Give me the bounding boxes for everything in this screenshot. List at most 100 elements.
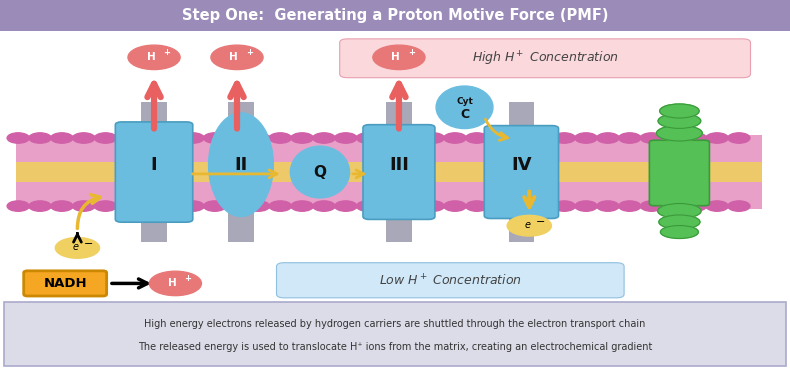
FancyBboxPatch shape [386,102,412,242]
Circle shape [269,201,292,211]
Text: I: I [151,156,157,174]
FancyBboxPatch shape [16,162,762,182]
Text: Cyt: Cyt [456,97,473,105]
Circle shape [641,201,663,211]
Circle shape [95,133,117,143]
FancyBboxPatch shape [24,271,107,296]
Circle shape [596,201,619,211]
Circle shape [335,201,357,211]
Circle shape [401,133,423,143]
Circle shape [553,133,575,143]
FancyBboxPatch shape [4,302,786,366]
Circle shape [532,133,554,143]
Circle shape [662,201,684,211]
Text: +: + [185,274,191,283]
FancyBboxPatch shape [276,263,624,298]
FancyBboxPatch shape [484,126,559,218]
Circle shape [149,271,201,296]
Circle shape [466,133,488,143]
Ellipse shape [660,226,698,239]
Circle shape [291,133,313,143]
FancyBboxPatch shape [649,140,709,206]
Circle shape [532,201,554,211]
Circle shape [575,133,597,143]
Text: H: H [146,52,156,62]
Circle shape [160,201,182,211]
Circle shape [247,201,269,211]
Circle shape [182,133,204,143]
Circle shape [29,201,51,211]
Text: H: H [391,52,401,62]
Circle shape [313,133,335,143]
Circle shape [706,201,728,211]
Ellipse shape [656,125,702,141]
Circle shape [95,201,117,211]
Circle shape [378,133,401,143]
Text: H: H [167,278,177,288]
FancyBboxPatch shape [115,122,193,222]
Circle shape [401,201,423,211]
Circle shape [247,133,269,143]
Circle shape [204,133,226,143]
Ellipse shape [658,114,701,128]
Circle shape [138,133,160,143]
Text: −: − [536,216,545,227]
Text: +: + [408,48,415,57]
Text: High energy electrons released by hydrogen carriers are shuttled through the ele: High energy electrons released by hydrog… [145,319,645,329]
Circle shape [619,201,641,211]
FancyBboxPatch shape [340,39,750,78]
FancyBboxPatch shape [509,102,534,242]
FancyBboxPatch shape [141,102,167,242]
Circle shape [55,238,100,258]
Circle shape [29,133,51,143]
Circle shape [138,201,160,211]
Circle shape [51,201,73,211]
Circle shape [313,201,335,211]
FancyArrowPatch shape [353,170,364,178]
Circle shape [116,201,138,211]
FancyBboxPatch shape [0,0,790,31]
Ellipse shape [657,204,702,218]
Text: Q: Q [314,165,326,179]
Circle shape [487,133,510,143]
Circle shape [510,201,532,211]
Circle shape [51,133,73,143]
Circle shape [553,201,575,211]
Circle shape [356,133,378,143]
Circle shape [160,133,182,143]
Circle shape [204,201,226,211]
Circle shape [225,201,247,211]
Circle shape [7,133,29,143]
Text: H: H [229,52,239,62]
Circle shape [225,133,247,143]
Circle shape [291,201,313,211]
Circle shape [596,133,619,143]
Text: Low H$^+$ Concentration: Low H$^+$ Concentration [379,273,521,288]
FancyBboxPatch shape [228,102,254,242]
Text: III: III [389,156,409,174]
Circle shape [641,133,663,143]
Text: Step One:  Generating a Proton Motive Force (PMF): Step One: Generating a Proton Motive For… [182,9,608,23]
Text: e: e [525,219,531,230]
Text: C: C [460,108,469,121]
Ellipse shape [660,104,699,118]
Circle shape [211,45,263,70]
Circle shape [575,201,597,211]
Circle shape [684,133,706,143]
Text: e: e [73,242,79,252]
Ellipse shape [209,113,273,216]
Circle shape [73,133,95,143]
Circle shape [487,201,510,211]
Circle shape [269,133,292,143]
Circle shape [422,201,444,211]
Circle shape [73,201,95,211]
Circle shape [356,201,378,211]
Circle shape [335,133,357,143]
Circle shape [116,133,138,143]
Ellipse shape [436,86,493,129]
Text: −: − [84,239,93,249]
Circle shape [444,133,466,143]
Circle shape [619,133,641,143]
Text: The released energy is used to translocate H⁺ ions from the matrix, creating an : The released energy is used to transloca… [137,342,653,352]
Circle shape [662,133,684,143]
